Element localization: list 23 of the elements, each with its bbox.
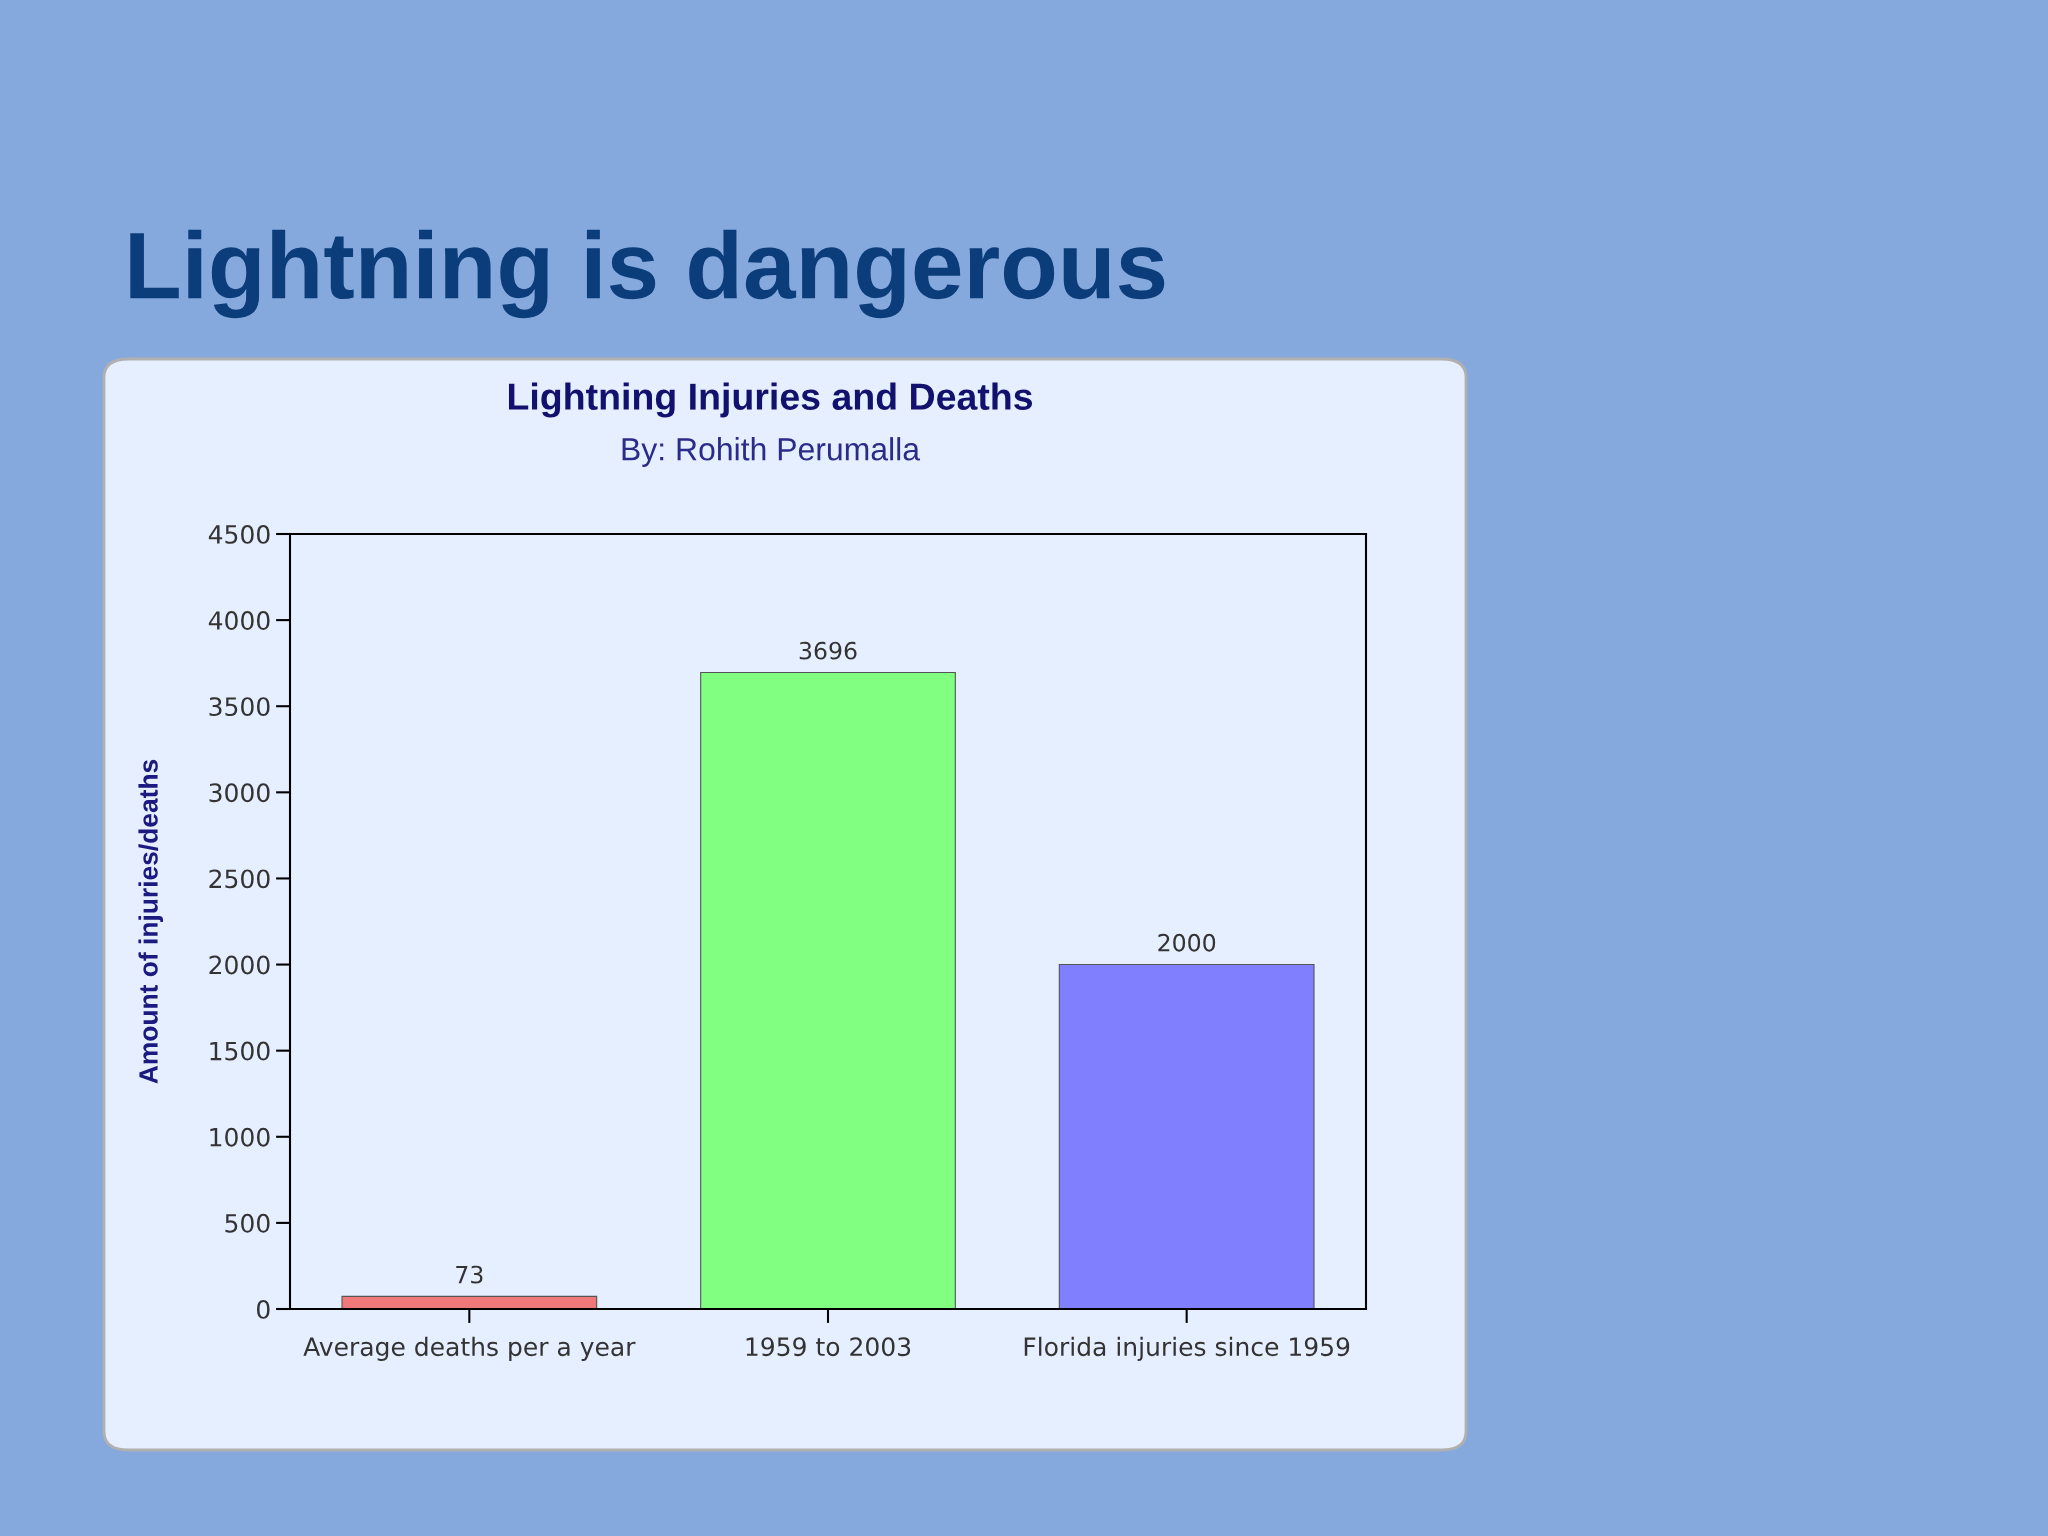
chart-subtitle: By: Rohith Perumalla (622, 437, 921, 467)
y-tick-label: 500 (225, 1213, 270, 1233)
y-tick-label: 3000 (209, 783, 270, 803)
y-tick-label: 4500 (208, 524, 270, 544)
y-tick-label: 2000 (209, 955, 270, 975)
data-label: 2000 (1158, 933, 1216, 952)
data-label: 73 (456, 1265, 483, 1284)
y-tick-label: 2500 (209, 869, 270, 889)
x-tick-label: Florida injuries since 1959 (1024, 1336, 1350, 1361)
y-tick-label: 1500 (210, 1041, 270, 1061)
y-tick-label: 3500 (209, 697, 270, 717)
bar (1058, 964, 1315, 1309)
y-tick-label: 0 (256, 1299, 270, 1319)
x-tick-label: Average deaths per a year (303, 1336, 636, 1361)
data-label: 3696 (799, 641, 857, 660)
y-tick-label: 1000 (210, 1127, 270, 1147)
y-tick-label: 4000 (208, 611, 270, 630)
y-axis-title: Amount of injuries/deaths (138, 759, 164, 1084)
x-tick-label: 1959 to 2003 (746, 1337, 911, 1357)
bar (700, 671, 956, 1309)
bar (341, 1295, 598, 1309)
chart-title: Lightning Injuries and Deaths (508, 382, 1033, 418)
text: Lightning is dangerous (130, 229, 1165, 319)
